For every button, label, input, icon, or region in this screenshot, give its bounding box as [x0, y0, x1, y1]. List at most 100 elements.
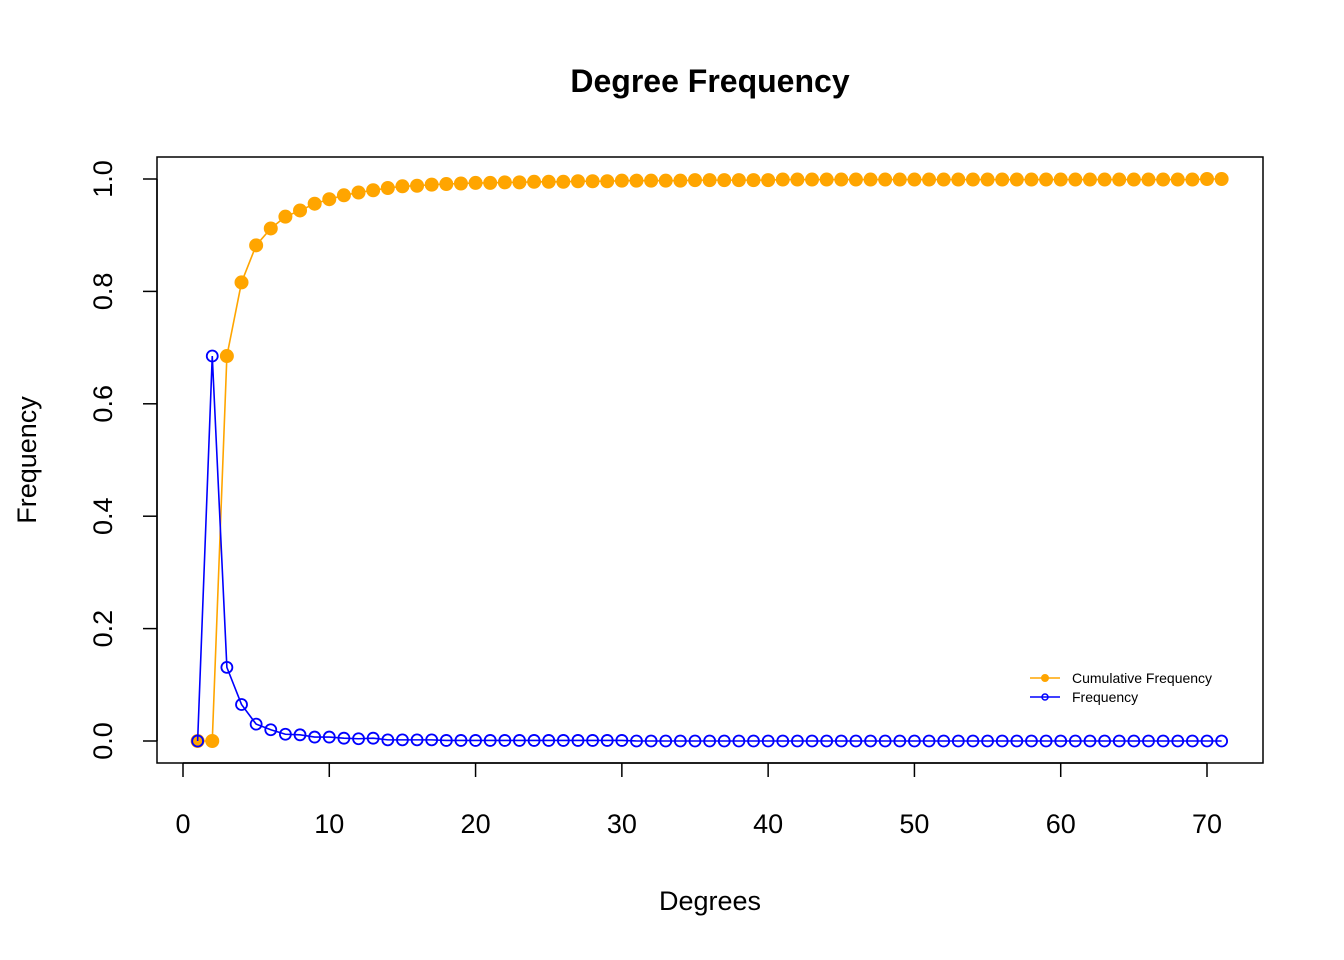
- x-tick-label: 0: [175, 809, 190, 839]
- data-point: [293, 203, 308, 218]
- data-point: [497, 175, 512, 190]
- data-point: [234, 275, 249, 290]
- x-tick-label: 50: [899, 809, 929, 839]
- series-layer: [190, 172, 1229, 748]
- series-frequency: [191, 349, 1229, 748]
- data-point: [1112, 172, 1127, 187]
- data-point: [366, 183, 381, 198]
- data-point: [1185, 172, 1200, 187]
- data-point: [965, 172, 980, 187]
- data-point: [1053, 172, 1068, 187]
- data-point: [892, 172, 907, 187]
- data-point: [1141, 172, 1156, 187]
- data-point: [1068, 172, 1083, 187]
- data-point: [644, 734, 658, 748]
- x-axis-label: Degrees: [659, 886, 761, 916]
- data-point: [1170, 172, 1185, 187]
- data-point: [878, 734, 892, 748]
- data-point: [659, 734, 673, 748]
- data-point: [630, 734, 643, 748]
- data-point: [688, 734, 702, 748]
- x-tick-label: 60: [1046, 809, 1076, 839]
- data-point: [512, 175, 527, 190]
- data-point: [863, 172, 878, 187]
- data-point: [1214, 172, 1229, 186]
- data-point: [1200, 734, 1214, 748]
- series-cumulative-frequency: [190, 172, 1229, 748]
- data-point: [513, 734, 526, 747]
- data-point: [571, 734, 585, 747]
- data-point: [717, 173, 732, 188]
- data-point: [951, 172, 966, 187]
- data-point: [1142, 734, 1155, 748]
- chart-title: Degree Frequency: [570, 63, 849, 99]
- data-point: [614, 173, 629, 188]
- data-point: [570, 174, 585, 189]
- data-point: [366, 731, 380, 745]
- data-point: [805, 734, 819, 748]
- data-point: [907, 172, 922, 187]
- data-point: [278, 727, 292, 741]
- data-point: [1082, 172, 1097, 187]
- data-point: [819, 172, 834, 187]
- data-point: [1185, 734, 1199, 748]
- data-point: [673, 734, 687, 748]
- data-point: [1068, 734, 1082, 748]
- data-point: [893, 734, 907, 748]
- data-point: [191, 734, 205, 748]
- data-point: [235, 698, 248, 711]
- data-point: [834, 734, 848, 748]
- data-point: [1156, 734, 1170, 748]
- legend-label-frequency: Frequency: [1072, 689, 1138, 705]
- data-point: [922, 172, 937, 187]
- data-point: [205, 734, 220, 748]
- data-point: [498, 734, 512, 747]
- data-point: [468, 175, 483, 190]
- data-point: [761, 734, 775, 748]
- data-point: [219, 349, 234, 364]
- data-point: [834, 172, 849, 187]
- data-point: [336, 188, 351, 203]
- data-point: [439, 177, 454, 192]
- data-point: [483, 175, 498, 190]
- data-point: [308, 730, 322, 744]
- data-point: [322, 730, 336, 744]
- legend-marker-frequency: [1041, 693, 1049, 701]
- legend-marker-cumulative: [1041, 674, 1049, 682]
- data-point: [293, 728, 307, 742]
- data-point: [527, 174, 542, 189]
- data-point: [1127, 734, 1141, 748]
- data-point: [644, 173, 659, 188]
- data-point: [658, 173, 673, 188]
- data-point: [439, 734, 453, 747]
- data-point: [703, 734, 717, 748]
- data-point: [848, 172, 863, 187]
- data-point: [1098, 734, 1111, 748]
- data-point: [586, 734, 599, 747]
- x-tick-label: 20: [461, 809, 491, 839]
- series-line: [197, 178, 1222, 742]
- data-point: [673, 173, 688, 188]
- data-point: [542, 734, 556, 747]
- data-point: [396, 733, 409, 747]
- data-point: [410, 178, 425, 193]
- data-point: [585, 174, 600, 189]
- data-point: [731, 173, 746, 188]
- data-point: [600, 734, 614, 747]
- data-point: [747, 734, 760, 748]
- x-tick-label: 70: [1192, 809, 1222, 839]
- data-point: [761, 173, 776, 188]
- y-tick-label: 0.0: [88, 722, 118, 760]
- legend: Cumulative Frequency Frequency: [1030, 670, 1212, 705]
- data-point: [995, 172, 1010, 187]
- data-point: [717, 734, 731, 748]
- data-point: [424, 177, 439, 192]
- y-axis-label: Frequency: [12, 396, 42, 524]
- data-point: [878, 172, 893, 187]
- data-point: [380, 180, 395, 195]
- data-point: [541, 174, 556, 189]
- data-point: [307, 196, 322, 211]
- data-point: [454, 734, 468, 747]
- data-point: [1009, 172, 1024, 187]
- data-point: [337, 731, 351, 745]
